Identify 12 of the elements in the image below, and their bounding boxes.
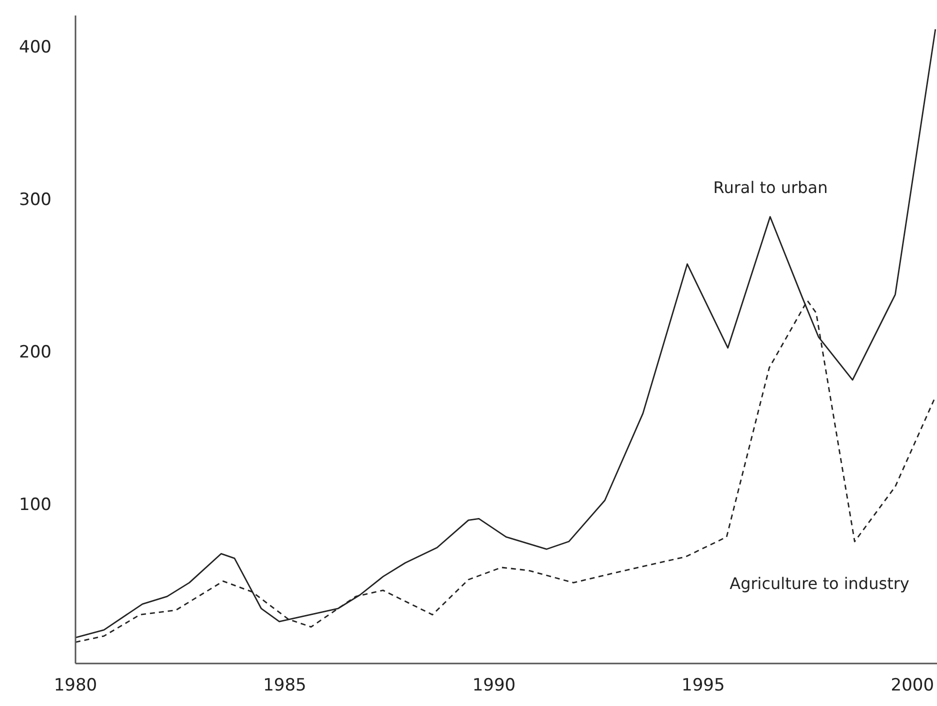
x-tick-label: 1995: [682, 676, 725, 696]
y-tick-label: 100: [19, 494, 52, 515]
y-tick-label: 300: [19, 190, 52, 210]
line-series: [76, 28, 936, 638]
annotation: Rural to urban: [713, 178, 828, 197]
x-tick-label: 2000: [890, 676, 934, 696]
y-tick-label: 400: [19, 37, 52, 58]
x-tick-label: 1985: [263, 676, 306, 696]
annotation: Agriculture to industry: [730, 574, 910, 593]
x-tick-label: 1990: [472, 676, 516, 696]
y-tick-label: 200: [19, 342, 52, 362]
x-tick-label: 1980: [54, 676, 98, 696]
